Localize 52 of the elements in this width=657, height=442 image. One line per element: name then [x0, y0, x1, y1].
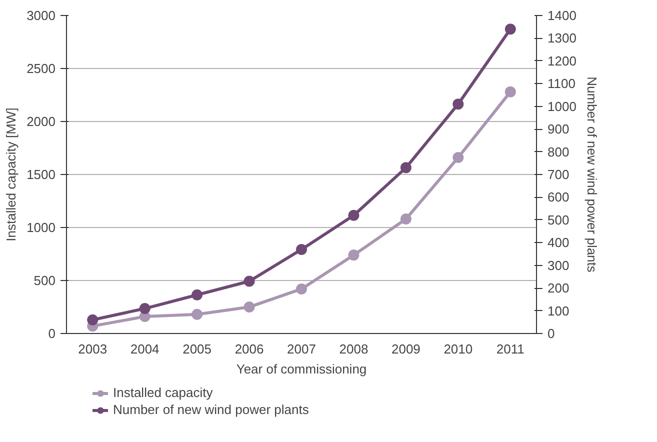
point — [452, 152, 464, 164]
legend-label: Installed capacity — [113, 385, 213, 400]
y-tick-label: 500 — [34, 273, 56, 288]
y2-tick-label: 1300 — [548, 30, 576, 46]
y-tick-label: 1000 — [26, 220, 56, 235]
point — [504, 24, 516, 35]
x-tick-label: 2005 — [182, 342, 212, 356]
point — [139, 303, 150, 314]
x-tick-label: 2003 — [78, 342, 108, 356]
y2-tick-label: 600 — [548, 190, 570, 205]
point — [348, 250, 360, 261]
point — [192, 308, 203, 320]
x-tick-label: 2009 — [391, 342, 420, 356]
point — [192, 289, 203, 300]
point — [348, 210, 360, 221]
y2-tick-label: 1100 — [548, 76, 576, 92]
x-tick-label: 2011 — [496, 342, 524, 356]
x-tick-label: 2006 — [234, 342, 264, 356]
x-tick-label: 2007 — [287, 342, 316, 356]
point — [296, 244, 307, 255]
y2-tick-label: 1200 — [548, 53, 576, 68]
y-tick-label: 0 — [48, 326, 56, 341]
y2-tick-label: 800 — [548, 144, 570, 160]
point — [244, 276, 255, 287]
y2-tick-label: 0 — [548, 326, 555, 341]
point — [504, 86, 516, 98]
x-tick-label: 2008 — [339, 342, 368, 356]
y2-tick-label: 1000 — [548, 98, 576, 114]
point — [296, 283, 307, 294]
y2-tick-label: 400 — [548, 235, 570, 250]
y2-axis-title: Number of new wind power plants — [584, 76, 600, 273]
y2-tick-label: 500 — [548, 212, 570, 228]
point — [87, 314, 98, 326]
point — [400, 214, 412, 225]
legend-label: Number of new wind power plants — [113, 402, 309, 417]
y2-tick-label: 700 — [548, 167, 570, 182]
y-tick-label: 3000 — [26, 8, 56, 23]
y-tick-label: 2500 — [26, 61, 56, 76]
y2-tick-label: 300 — [548, 258, 570, 273]
x-tick-label: 2010 — [444, 342, 473, 356]
y2-tick-label: 1400 — [548, 8, 576, 23]
y2-tick-label: 100 — [548, 303, 570, 318]
point — [452, 98, 464, 110]
x-tick-label: 2004 — [130, 342, 160, 356]
point — [400, 162, 412, 174]
y-axis-title: Installed capacity [MW] — [4, 108, 19, 242]
x-axis-title: Year of commissioning — [236, 362, 367, 376]
y2-tick-label: 900 — [548, 122, 570, 137]
y-tick-label: 1500 — [26, 167, 56, 182]
y2-tick-label: 200 — [548, 280, 570, 296]
point — [244, 302, 255, 312]
y-tick-label: 2000 — [26, 114, 56, 129]
